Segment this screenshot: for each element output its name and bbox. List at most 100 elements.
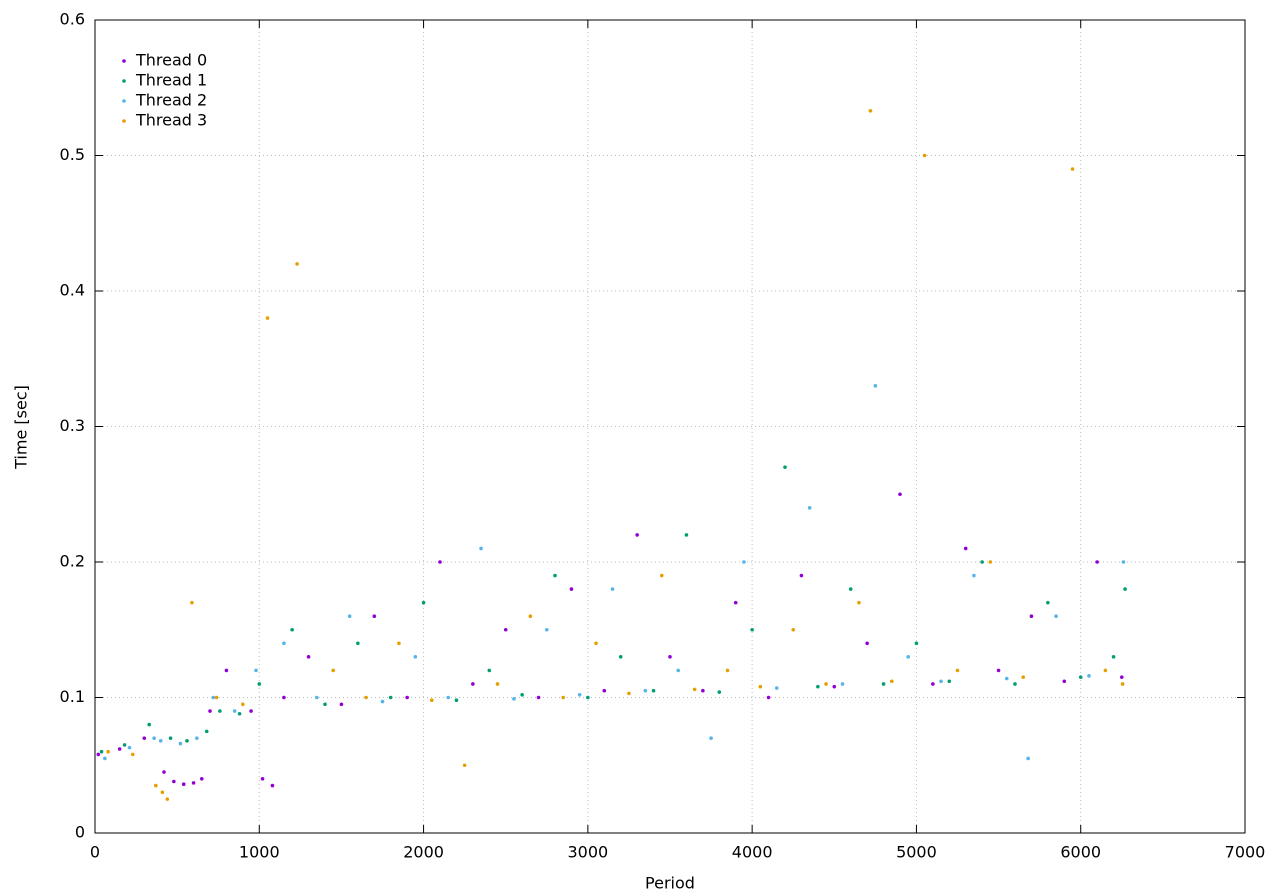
point (725, 668, 730, 673)
point (265, 316, 270, 320)
point (142, 736, 147, 740)
point (224, 668, 229, 673)
point (388, 695, 393, 700)
point (208, 709, 212, 713)
point (1119, 675, 1124, 679)
point (1026, 756, 1030, 761)
point (446, 695, 451, 700)
point (160, 790, 165, 795)
point (701, 688, 705, 693)
point (972, 573, 976, 578)
y-tick-label: 0.3 (60, 416, 85, 435)
point (172, 779, 176, 784)
point (684, 533, 689, 537)
point (848, 587, 853, 591)
point (783, 465, 787, 469)
point (191, 781, 196, 785)
point (766, 695, 771, 700)
point (165, 797, 170, 801)
point (742, 560, 746, 564)
point (553, 573, 557, 578)
point (218, 709, 222, 713)
point (190, 600, 194, 605)
point (618, 655, 623, 659)
point (99, 749, 104, 754)
point (405, 695, 409, 700)
point (865, 641, 869, 646)
point (1013, 682, 1017, 686)
point (914, 641, 919, 646)
point (214, 695, 219, 700)
point (195, 736, 199, 740)
point (577, 692, 582, 697)
point (536, 695, 541, 700)
x-tick-label: 0 (90, 843, 100, 862)
legend-label: Thread 2 (135, 91, 207, 110)
point (429, 698, 434, 703)
legend-label: Thread 1 (135, 71, 207, 90)
point (520, 692, 524, 697)
x-tick-label: 2000 (403, 843, 444, 862)
point (717, 690, 722, 694)
y-axis-label: Time [sec] (12, 385, 31, 470)
point (898, 492, 902, 497)
point (988, 560, 993, 564)
point (1123, 587, 1127, 591)
point (676, 668, 681, 673)
point (824, 682, 828, 686)
point (627, 691, 631, 696)
point (602, 688, 607, 693)
point (290, 627, 294, 632)
legend-label: Thread 3 (135, 111, 207, 130)
point (487, 668, 492, 673)
point (241, 702, 245, 707)
point (372, 614, 377, 618)
point (873, 384, 878, 388)
point (503, 627, 508, 632)
point (1021, 675, 1026, 679)
point (211, 695, 216, 700)
point (758, 684, 763, 689)
point (162, 770, 166, 774)
y-tick-label: 0.2 (60, 552, 85, 571)
legend-symbol (122, 99, 126, 103)
point (791, 627, 796, 632)
point (282, 641, 286, 646)
point (569, 587, 574, 591)
point (963, 546, 968, 551)
point (1046, 600, 1050, 605)
point (147, 722, 152, 727)
point (586, 695, 590, 700)
point (980, 560, 984, 564)
x-tick-label: 1000 (239, 843, 280, 862)
point (643, 688, 648, 693)
plot-border (94, 19, 1246, 834)
point (295, 262, 299, 266)
point (122, 743, 127, 747)
point (1111, 655, 1116, 659)
point (495, 682, 500, 686)
point (594, 641, 598, 646)
point (249, 709, 253, 713)
point (955, 668, 960, 673)
point (512, 697, 516, 701)
point (96, 752, 101, 757)
point (1070, 167, 1075, 171)
point (651, 688, 656, 693)
y-tick-label: 0.1 (60, 687, 85, 706)
y-tick-label: 0.5 (60, 145, 85, 164)
point (103, 756, 107, 761)
point (257, 682, 262, 686)
point (306, 655, 311, 659)
point (462, 763, 467, 768)
point (610, 587, 615, 591)
point (232, 709, 237, 713)
point (185, 739, 189, 743)
point (347, 614, 352, 618)
x-tick-label: 3000 (567, 843, 608, 862)
point (270, 783, 275, 788)
point (1120, 682, 1125, 686)
point (947, 679, 952, 684)
point (152, 736, 156, 740)
